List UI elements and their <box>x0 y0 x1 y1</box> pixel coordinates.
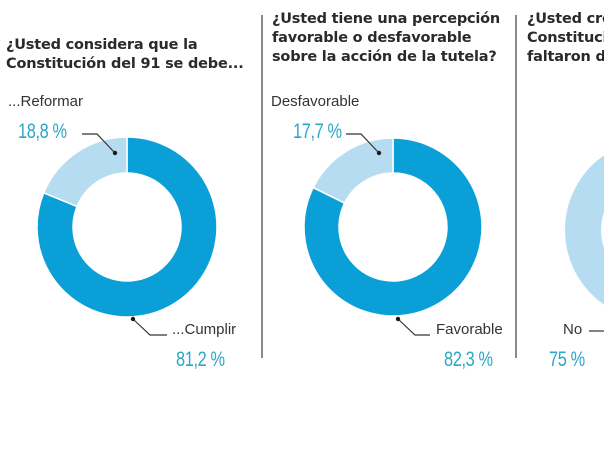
leader-cumplir <box>132 318 167 336</box>
donut-1-slice-1 <box>42 136 128 208</box>
chart-3-title-line-2: Constituci <box>527 30 604 46</box>
donut-2-slice-1 <box>312 137 394 205</box>
panel-divider-2 <box>515 15 517 358</box>
chart-2-label-favorable: Favorable <box>436 321 503 338</box>
chart-3-label-no: No <box>563 321 583 338</box>
leader-desfavorable-dot <box>376 150 382 156</box>
leader-cumplir-dot <box>130 316 136 322</box>
chart-2-percent-favorable: 82,3 % <box>444 348 493 371</box>
donut-2-slice-0 <box>303 137 483 317</box>
chart-1-title-line-1: ¿Usted considera que la <box>6 37 198 53</box>
chart-2-percent-desfavorable: 17,7 % <box>293 120 342 143</box>
chart-2-title-line-3: sobre la acción de la tutela? <box>272 49 497 65</box>
chart-1-label-cumplir: ...Cumplir <box>172 321 237 338</box>
donut-3-slice-no <box>565 155 604 305</box>
panel-divider-1 <box>261 15 263 358</box>
leader-favorable <box>397 318 430 336</box>
chart-3-percent-no: 75 % <box>549 348 585 371</box>
chart-1-label-reformar: ...Reformar <box>8 93 84 110</box>
leader-lines <box>82 133 604 336</box>
chart-1-title-line-2: Constitución del 91 se debe... <box>6 56 244 72</box>
leader-reformar <box>82 133 116 154</box>
chart-2-label-desfavorable: Desfavorable <box>271 93 360 110</box>
chart-2-title: ¿Usted tiene una percepción favorable o … <box>272 10 500 67</box>
chart-3-title-line-3: faltaron d <box>527 49 604 65</box>
leader-favorable-dot <box>395 316 401 322</box>
donut-1-slice-0 <box>36 136 218 318</box>
chart-2-title-line-1: ¿Usted tiene una percepción <box>272 11 501 27</box>
donut-chart-2 <box>303 137 483 317</box>
chart-2-title-line-2: favorable o desfavorable <box>272 30 472 46</box>
chart-3-title: ¿Usted cre Constituci faltaron d <box>527 10 604 67</box>
donut-chart-1 <box>36 136 218 318</box>
chart-1-percent-reformar: 18,8 % <box>18 120 67 143</box>
chart-1-percent-cumplir: 81,2 % <box>176 348 225 371</box>
chart-1-title: ¿Usted considera que la Constitución del… <box>6 36 244 74</box>
leader-reformar-dot <box>112 150 118 156</box>
leader-desfavorable <box>346 133 380 154</box>
chart-3-title-line-1: ¿Usted cre <box>527 11 604 27</box>
donut-chart-3 <box>565 155 604 305</box>
